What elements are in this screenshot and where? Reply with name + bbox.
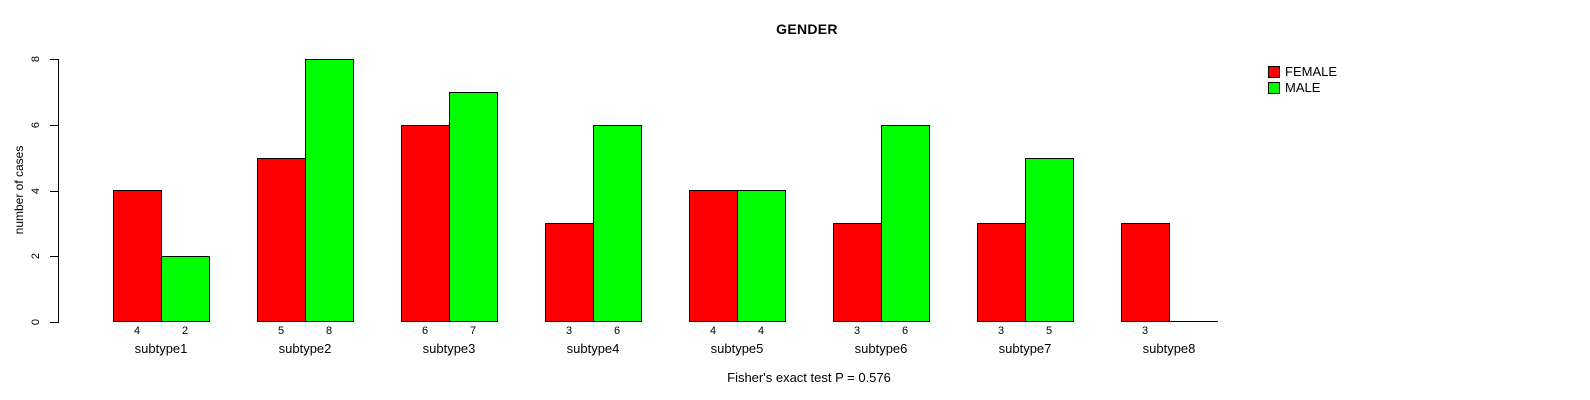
legend-item-female: FEMALE	[1268, 64, 1337, 79]
bar-value-label: 4	[133, 325, 141, 337]
bar-subtype8-male	[1169, 321, 1218, 322]
bar-value-label: 3	[1141, 325, 1149, 337]
y-tick-label: 8	[30, 55, 42, 63]
y-tick	[50, 125, 58, 126]
bar-value-label: 7	[469, 325, 477, 337]
bar-value-label: 3	[853, 325, 861, 337]
bar-value-label: 6	[421, 325, 429, 337]
bar-value-label: 4	[757, 325, 765, 337]
bar-subtype7-female	[977, 223, 1026, 322]
y-tick	[50, 59, 58, 60]
bar-subtype2-male	[305, 59, 354, 322]
bar-value-label: 4	[709, 325, 717, 337]
category-label-subtype4: subtype4	[566, 341, 620, 356]
category-label-subtype1: subtype1	[134, 341, 188, 356]
bar-subtype4-female	[545, 223, 594, 322]
bar-value-label: 5	[277, 325, 285, 337]
bar-value-label: 2	[181, 325, 189, 337]
bar-value-label: 5	[1045, 325, 1053, 337]
bar-subtype1-female	[113, 190, 162, 322]
y-tick	[50, 191, 58, 192]
legend-label-male: MALE	[1285, 80, 1321, 95]
category-label-subtype2: subtype2	[278, 341, 332, 356]
y-tick	[50, 322, 58, 323]
bar-subtype4-male	[593, 125, 642, 322]
bar-subtype6-male	[881, 125, 930, 322]
bar-value-label: 6	[613, 325, 621, 337]
legend-item-male: MALE	[1268, 80, 1337, 95]
bar-subtype7-male	[1025, 158, 1074, 322]
bar-subtype2-female	[257, 158, 306, 322]
legend: FEMALE MALE	[1268, 64, 1337, 96]
bar-value-label: 8	[325, 325, 333, 337]
female-swatch	[1268, 65, 1280, 78]
bar-subtype5-female	[689, 190, 738, 322]
caption-fisher-test: Fisher's exact test P = 0.576	[727, 370, 891, 385]
bar-value-label: 6	[901, 325, 909, 337]
bar-value-label: 3	[997, 325, 1005, 337]
category-label-subtype3: subtype3	[422, 341, 476, 356]
bar-subtype3-male	[449, 92, 498, 322]
bar-value-label: 3	[565, 325, 573, 337]
y-tick	[50, 256, 58, 257]
bar-subtype1-male	[161, 256, 210, 322]
y-tick-label: 6	[30, 121, 42, 129]
bar-subtype8-female	[1121, 223, 1170, 322]
chart-title: GENDER	[776, 21, 838, 37]
y-axis-label: number of cases	[12, 145, 26, 235]
y-tick-label: 0	[30, 318, 42, 326]
male-swatch	[1268, 81, 1280, 94]
category-label-subtype5: subtype5	[710, 341, 764, 356]
bar-subtype3-female	[401, 125, 450, 322]
y-tick-label: 2	[30, 252, 42, 260]
category-label-subtype8: subtype8	[1142, 341, 1196, 356]
bar-subtype5-male	[737, 190, 786, 322]
bar-subtype6-female	[833, 223, 882, 322]
category-label-subtype6: subtype6	[854, 341, 908, 356]
y-axis-line	[58, 59, 59, 323]
legend-label-female: FEMALE	[1285, 64, 1338, 79]
y-tick-label: 4	[30, 187, 42, 195]
category-label-subtype7: subtype7	[998, 341, 1052, 356]
